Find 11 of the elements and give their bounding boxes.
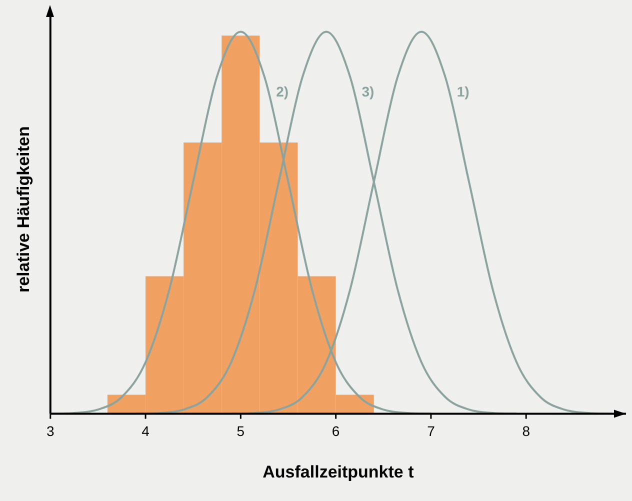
x-tick-label: 7 — [427, 423, 436, 440]
x-axis-title: Ausfallzeitpunkte t — [262, 462, 414, 482]
series-label: 1) — [456, 84, 470, 100]
x-tick-label: 6 — [332, 423, 340, 440]
series-label: 2) — [276, 84, 289, 100]
x-tick-label: 8 — [522, 423, 530, 440]
x-tick-label: 5 — [236, 423, 245, 440]
x-tick-label: 4 — [142, 423, 150, 440]
x-tick-label: 3 — [46, 423, 54, 440]
y-axis-title: relative Häufigkeiten — [14, 126, 33, 293]
series-label: 3) — [362, 84, 374, 100]
